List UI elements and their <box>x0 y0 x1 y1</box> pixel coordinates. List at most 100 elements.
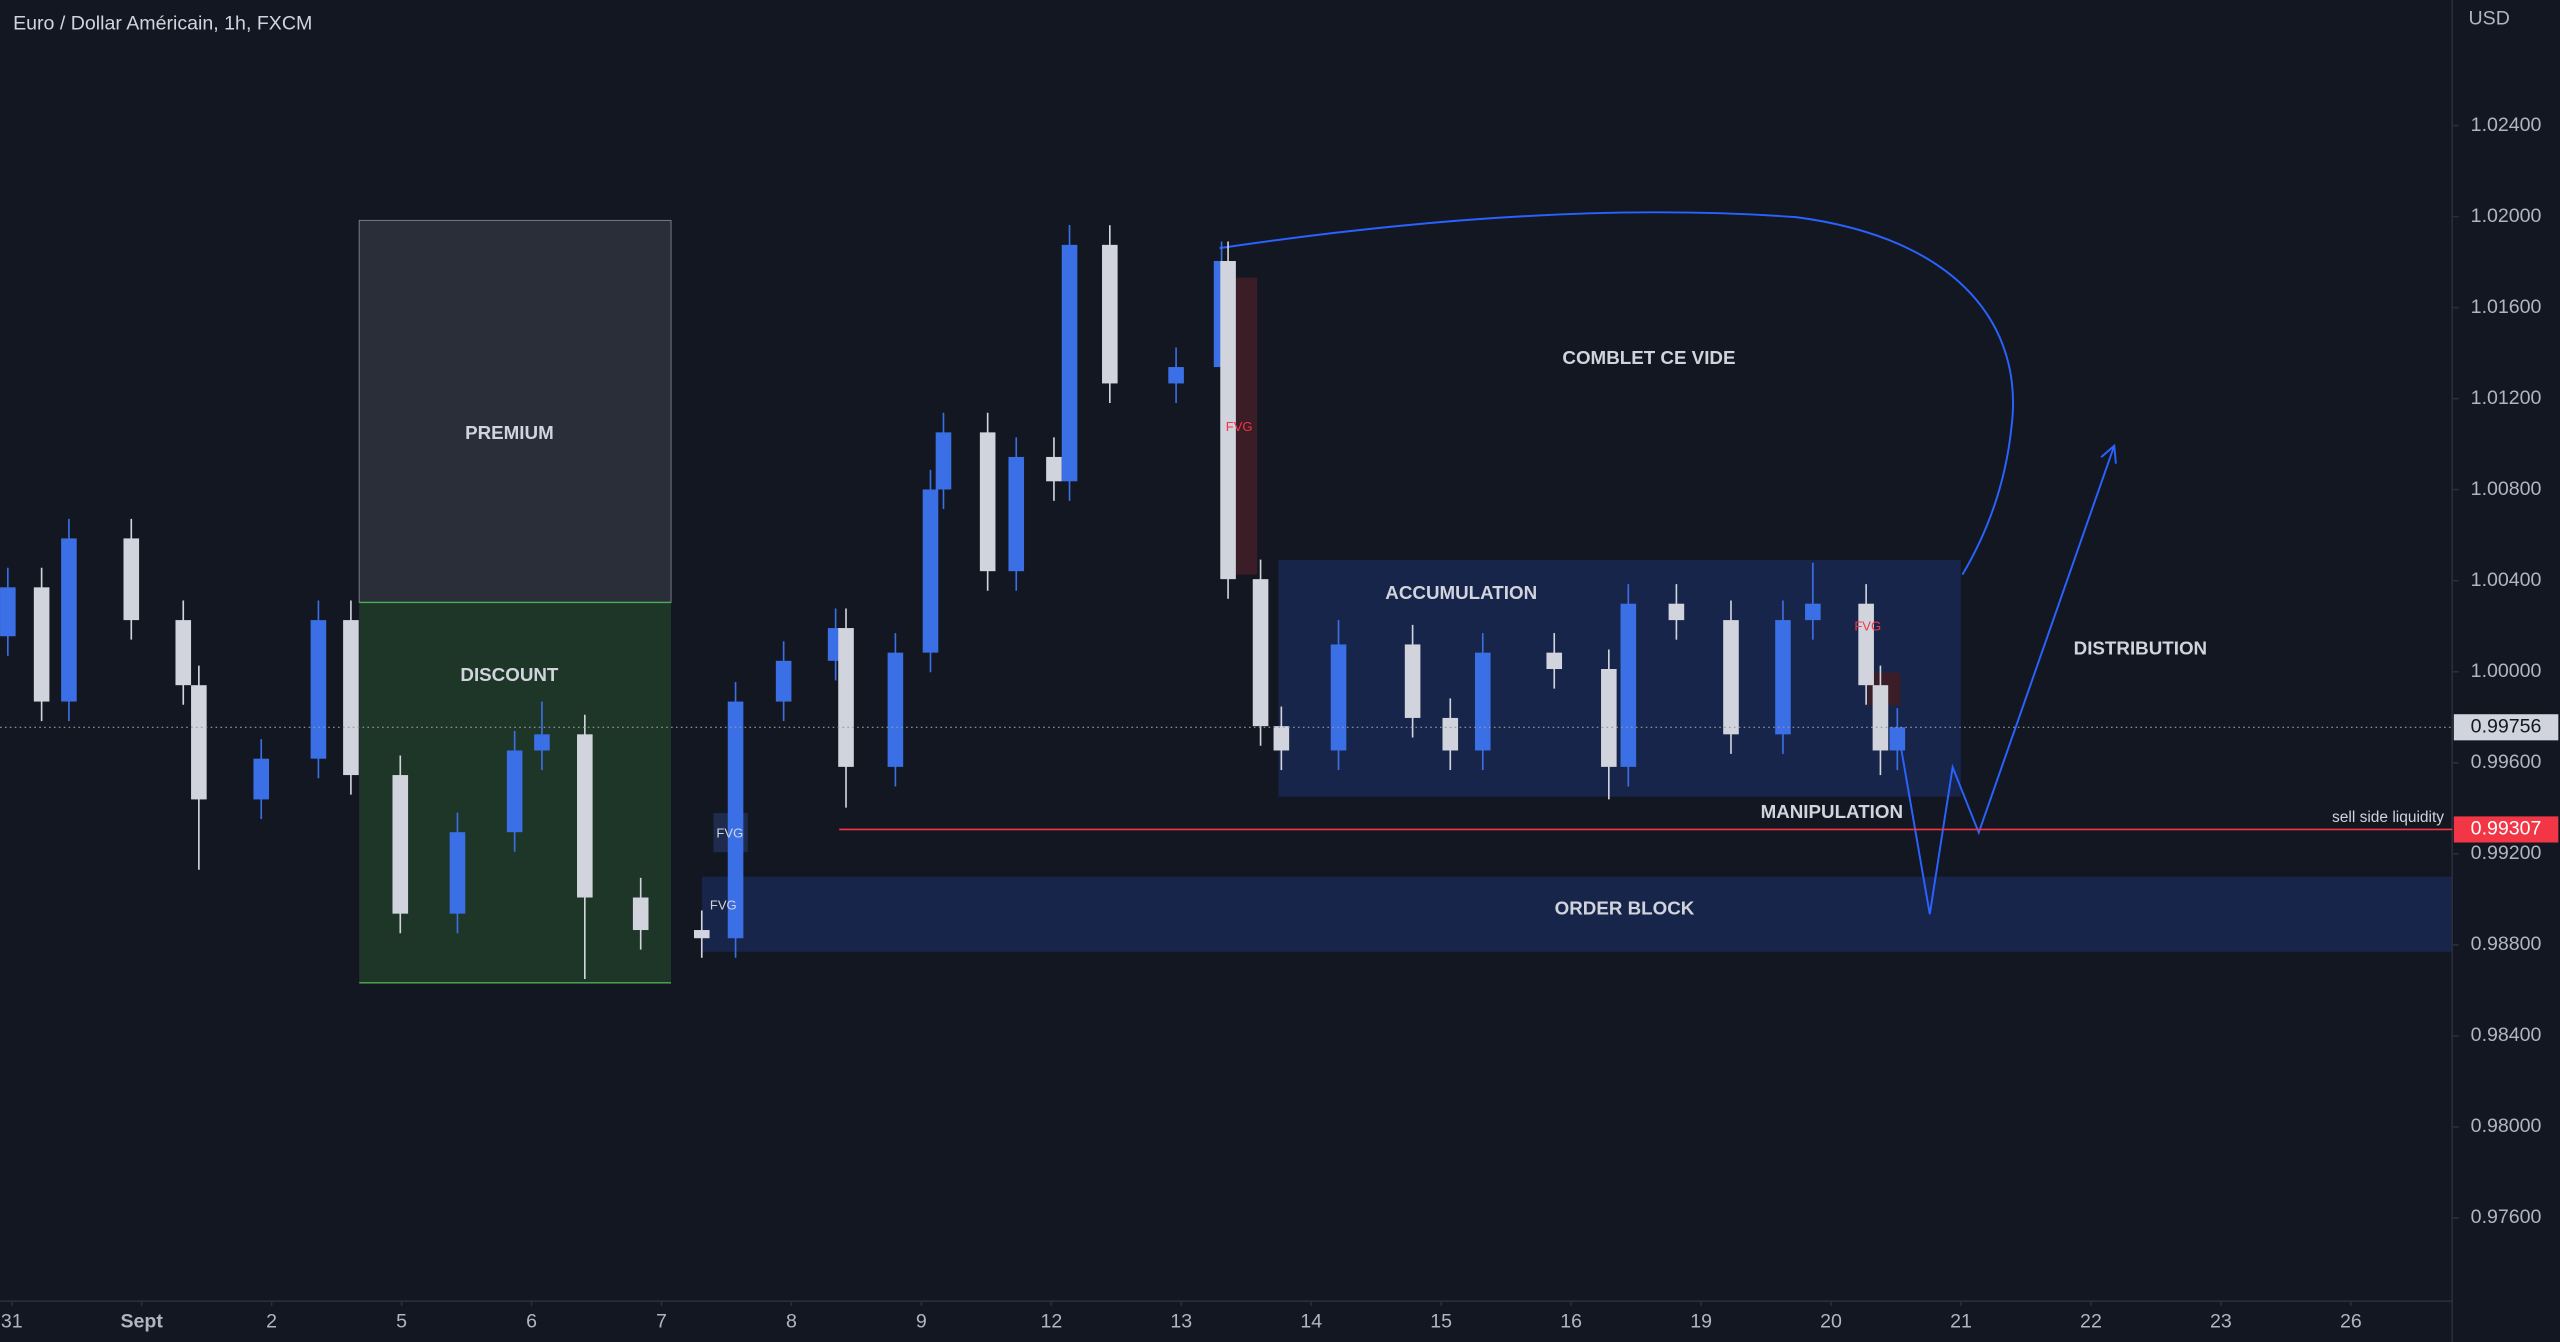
annotation: FVG <box>716 826 743 841</box>
x-tick-label: 31 <box>1 1311 23 1333</box>
candle-body <box>1442 717 1459 751</box>
y-tick-label: 0.98400 <box>2471 1024 2542 1046</box>
y-tick-label: 0.98000 <box>2471 1115 2542 1137</box>
y-tick-label: 1.00400 <box>2471 569 2542 591</box>
candle-body <box>1872 685 1889 751</box>
candle-body <box>1723 620 1739 735</box>
candle-body <box>1061 244 1078 482</box>
annotation: ORDER BLOCK <box>1555 897 1695 918</box>
x-tick-label: 16 <box>1560 1311 1582 1333</box>
y-tick-label: 1.00800 <box>2471 478 2542 500</box>
y-tick-label: 1.01200 <box>2471 387 2542 409</box>
x-tick-label: 14 <box>1300 1311 1322 1333</box>
projection-curve <box>1219 211 2014 576</box>
candle-body <box>506 750 523 833</box>
last-price-label: 0.99756 <box>2471 715 2542 737</box>
x-tick-label: Sept <box>120 1311 163 1333</box>
annotation: FVG <box>1226 419 1253 434</box>
candle-body <box>1668 603 1685 621</box>
candle-body <box>838 628 854 767</box>
candle-body <box>979 432 996 572</box>
candle-body <box>191 685 207 800</box>
candle-body <box>0 587 16 637</box>
x-tick-label: 23 <box>2210 1311 2232 1333</box>
candle-body <box>922 489 939 653</box>
y-tick-label: 1.02000 <box>2471 205 2542 227</box>
candle-body <box>1252 579 1269 727</box>
projection-path <box>1897 443 2117 915</box>
candle-body <box>693 930 710 939</box>
x-tick-label: 8 <box>786 1311 797 1333</box>
level-price-tag <box>2453 816 2559 843</box>
candle-body <box>343 620 359 776</box>
premium-zone <box>358 219 672 603</box>
candle-body <box>310 620 327 759</box>
candle-body <box>1102 244 1118 384</box>
x-tick-label: 7 <box>656 1311 667 1333</box>
x-tick-label: 9 <box>916 1311 927 1333</box>
y-tick-label: 1.00000 <box>2471 660 2542 682</box>
last-price-tag <box>2453 714 2559 741</box>
candle-body <box>1330 644 1347 751</box>
y-tick-label: 0.99200 <box>2471 842 2542 864</box>
candle-body <box>175 620 192 686</box>
candle-body <box>253 758 270 800</box>
level-price-label: 0.99307 <box>2471 818 2542 840</box>
accumulation-zone <box>1278 559 1961 797</box>
candle-body <box>1546 652 1563 670</box>
liquidity-label: sell side liquidity <box>2332 809 2444 826</box>
y-tick-label: 0.98800 <box>2471 933 2542 955</box>
candle-body <box>935 432 952 490</box>
candle-body <box>1775 620 1791 735</box>
candle-body <box>775 660 792 702</box>
x-tick-label: 6 <box>526 1311 537 1333</box>
y-tick-label: 0.99600 <box>2471 751 2542 773</box>
y-tick-label: 1.01600 <box>2471 296 2542 318</box>
x-tick-label: 22 <box>2080 1311 2102 1333</box>
x-tick-label: 12 <box>1040 1311 1062 1333</box>
candle-body <box>727 701 744 939</box>
annotation: COMBLET CE VIDE <box>1562 347 1735 368</box>
candle-body <box>1008 456 1025 572</box>
candle-body <box>1220 261 1236 580</box>
y-tick-label: 1.02400 <box>2471 114 2542 136</box>
candle-body <box>632 897 649 931</box>
x-tick-label: 2 <box>266 1311 277 1333</box>
x-tick-label: 15 <box>1430 1311 1452 1333</box>
annotation: MANIPULATION <box>1761 801 1903 822</box>
candle-body <box>577 734 593 898</box>
currency-label: USD <box>2469 8 2510 30</box>
candle-body <box>1046 456 1062 482</box>
y-tick-label: 0.97600 <box>2471 1206 2542 1228</box>
candle-body <box>392 775 409 914</box>
candle-body <box>123 538 140 621</box>
x-tick-label: 19 <box>1690 1311 1712 1333</box>
candle-body <box>1858 603 1874 686</box>
x-tick-label: 26 <box>2340 1311 2362 1333</box>
candle-body <box>887 652 904 767</box>
x-tick-label: 21 <box>1950 1311 1972 1333</box>
candle-body <box>1474 652 1491 751</box>
candle-body <box>1805 603 1821 621</box>
candle-body <box>1404 644 1421 718</box>
candle-body <box>1601 669 1617 767</box>
candle-body <box>1889 727 1906 751</box>
candle-body <box>534 734 550 751</box>
annotation: FVG <box>710 898 737 913</box>
annotation: DISCOUNT <box>460 664 559 685</box>
candle-body <box>1273 726 1290 751</box>
chart-title: Euro / Dollar Américain, 1h, FXCM <box>13 13 312 35</box>
annotation: ACCUMULATION <box>1385 582 1537 603</box>
x-tick-label: 5 <box>396 1311 407 1333</box>
annotation: DISTRIBUTION <box>2074 638 2207 659</box>
candle-body <box>33 587 50 702</box>
annotation: FVG <box>1854 618 1881 633</box>
x-tick-label: 20 <box>1820 1311 1842 1333</box>
candle-body <box>1620 603 1637 767</box>
candle-body <box>61 538 77 702</box>
candle-body <box>449 832 466 914</box>
candle-body <box>1168 367 1184 384</box>
order-block-zone <box>702 876 2453 952</box>
